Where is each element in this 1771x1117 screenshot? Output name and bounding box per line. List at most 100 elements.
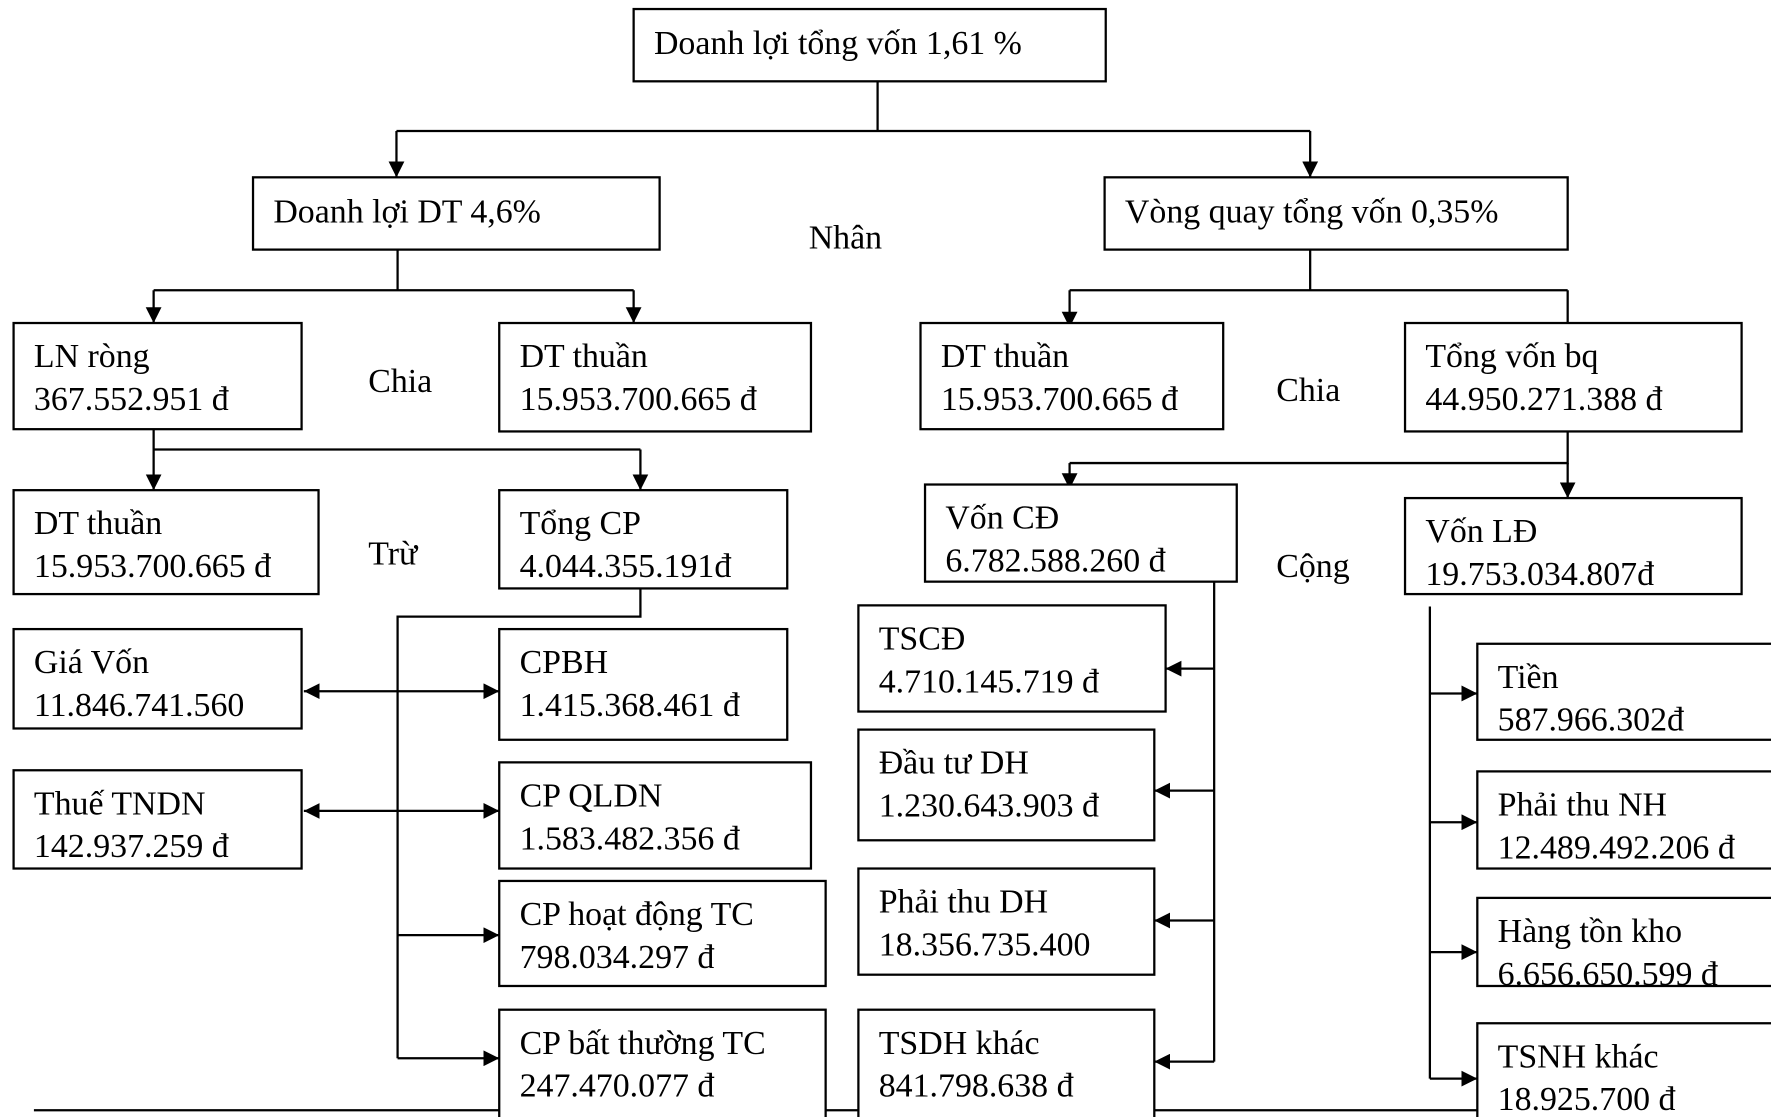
node: Vòng quay tổng vốn 0,35% [1103, 176, 1569, 251]
node-text: Vòng quay tổng vốn 0,35% [1125, 193, 1499, 230]
node: CPBH 1.415.368.461 đ [498, 627, 789, 741]
node-text: 6.782.588.260 đ [945, 542, 1165, 579]
node-text: 6.656.650.599 đ [1498, 956, 1718, 993]
node-text: 1.415.368.461 đ [520, 687, 740, 724]
node-box [923, 483, 1238, 583]
node-box [498, 321, 813, 433]
node: Phải thu DH 18.356.735.400 [857, 867, 1156, 976]
node-text: 798.034.297 đ [520, 939, 715, 976]
node: Vốn CĐ 6.782.588.260 đ [923, 483, 1238, 583]
node-box [1403, 321, 1743, 433]
node-box [498, 879, 827, 988]
node: TSDH khác 841.798.638 đ [857, 1008, 1156, 1117]
node-text: CPBH [520, 644, 609, 681]
node-box [498, 761, 813, 870]
node-box [498, 489, 789, 590]
node-text: 15.953.700.665 đ [34, 548, 271, 585]
node-box [1476, 770, 1771, 870]
connectors [33, 81, 1771, 1112]
node-text: CP QLDN [520, 777, 663, 814]
node: Doanh lợi DT 4,6% [251, 176, 661, 251]
node-text: Phải thu NH [1498, 786, 1667, 823]
node-text: 4.710.145.719 đ [879, 663, 1099, 700]
node-text: TSDH khác [879, 1025, 1040, 1062]
node: CP hoạt động TC 798.034.297 đ [498, 879, 827, 988]
node-box [857, 604, 1167, 713]
node-box [1476, 642, 1771, 741]
node-box [632, 7, 1107, 83]
node-text: Tổng CP [520, 505, 641, 542]
node: CP QLDN 1.583.482.356 đ [498, 761, 813, 870]
node-text: Giá Vốn [34, 644, 149, 681]
node-box [1476, 896, 1771, 988]
node: Đầu tư DH 1.230.643.903 đ [857, 728, 1156, 842]
node-text: 19.753.034.807đ [1425, 556, 1654, 593]
node-text: Tổng vốn bq [1425, 338, 1598, 375]
node-text: Đầu tư DH [879, 745, 1029, 782]
operator-label: Chia [368, 363, 432, 400]
node-box [251, 176, 661, 251]
connector [1069, 431, 1569, 465]
operator-label: Cộng [1276, 548, 1349, 585]
node-text: 15.953.700.665 đ [941, 381, 1178, 418]
node-text: Phải thu DH [879, 884, 1048, 921]
node: Hàng tồn kho 6.656.650.599 đ [1476, 896, 1771, 993]
node-text: 18.356.735.400 [879, 926, 1091, 963]
node-text: TSNH khác [1498, 1038, 1659, 1075]
node-text: DT thuần [941, 338, 1069, 375]
node-text: 4.044.355.191đ [520, 548, 732, 585]
connector [396, 588, 642, 1059]
node-text: 11.846.741.560 [34, 687, 244, 724]
node-text: 1.583.482.356 đ [520, 820, 740, 857]
node-box [12, 321, 303, 431]
node-text: 587.966.302đ [1498, 702, 1684, 739]
node-text: 12.489.492.206 đ [1498, 829, 1735, 866]
node-box [12, 769, 303, 870]
node-text: Vốn LĐ [1425, 513, 1537, 550]
operator-label: Trừ [368, 536, 419, 573]
node-text: Tiền [1498, 659, 1559, 696]
node: DT thuần 15.953.700.665 đ [919, 321, 1225, 431]
node-text: TSCĐ [879, 620, 966, 657]
node: TSCĐ 4.710.145.719 đ [857, 604, 1167, 713]
node: DT thuần 15.953.700.665 đ [498, 321, 813, 433]
node-text: Thuế TNDN [34, 785, 206, 822]
node: Thuế TNDN 142.937.259 đ [12, 769, 303, 870]
node-text: 1.230.643.903 đ [879, 788, 1099, 825]
node-box [1476, 1022, 1771, 1117]
node-text: 841.798.638 đ [879, 1068, 1074, 1105]
node: Vốn LĐ 19.753.034.807đ [1403, 496, 1743, 596]
operators: Nhân Chia Chia Trừ Cộng [368, 219, 1350, 585]
operator-label: Nhân [809, 219, 882, 256]
node-text: DT thuần [520, 338, 648, 375]
node-box [498, 1008, 827, 1117]
node-box [857, 867, 1156, 976]
node-text: CP hoạt động TC [520, 896, 754, 933]
node-text: 367.552.951 đ [34, 381, 229, 418]
node-text: CP bất thường TC [520, 1025, 766, 1062]
node-text: 44.950.271.388 đ [1425, 381, 1662, 418]
node: Tổng CP 4.044.355.191đ [498, 489, 789, 590]
node-box [857, 728, 1156, 842]
node-box [12, 489, 320, 596]
node: DT thuần 15.953.700.665 đ [12, 489, 320, 596]
node-box [1403, 496, 1743, 596]
node-text: DT thuần [34, 505, 162, 542]
node-text: Doanh lợi tổng vốn 1,61 % [654, 25, 1022, 62]
operator-label: Chia [1276, 372, 1340, 409]
node: Giá Vốn 11.846.741.560 [12, 627, 303, 730]
nodes: Doanh lợi tổng vốn 1,61 % Doanh lợi DT 4,… [12, 7, 1771, 1117]
node-box [12, 627, 303, 730]
node-text: 142.937.259 đ [34, 828, 229, 865]
node: Phải thu NH 12.489.492.206 đ [1476, 770, 1771, 870]
node-text: Vốn CĐ [945, 500, 1059, 537]
node-text: 15.953.700.665 đ [520, 381, 757, 418]
node: LN ròng 367.552.951 đ [12, 321, 303, 431]
node: Tiền 587.966.302đ [1476, 642, 1771, 741]
node-box [857, 1008, 1156, 1117]
node-text: 18.925.700 đ [1498, 1081, 1676, 1117]
node: CP bất thường TC 247.470.077 đ [498, 1008, 827, 1117]
node-box [919, 321, 1225, 431]
